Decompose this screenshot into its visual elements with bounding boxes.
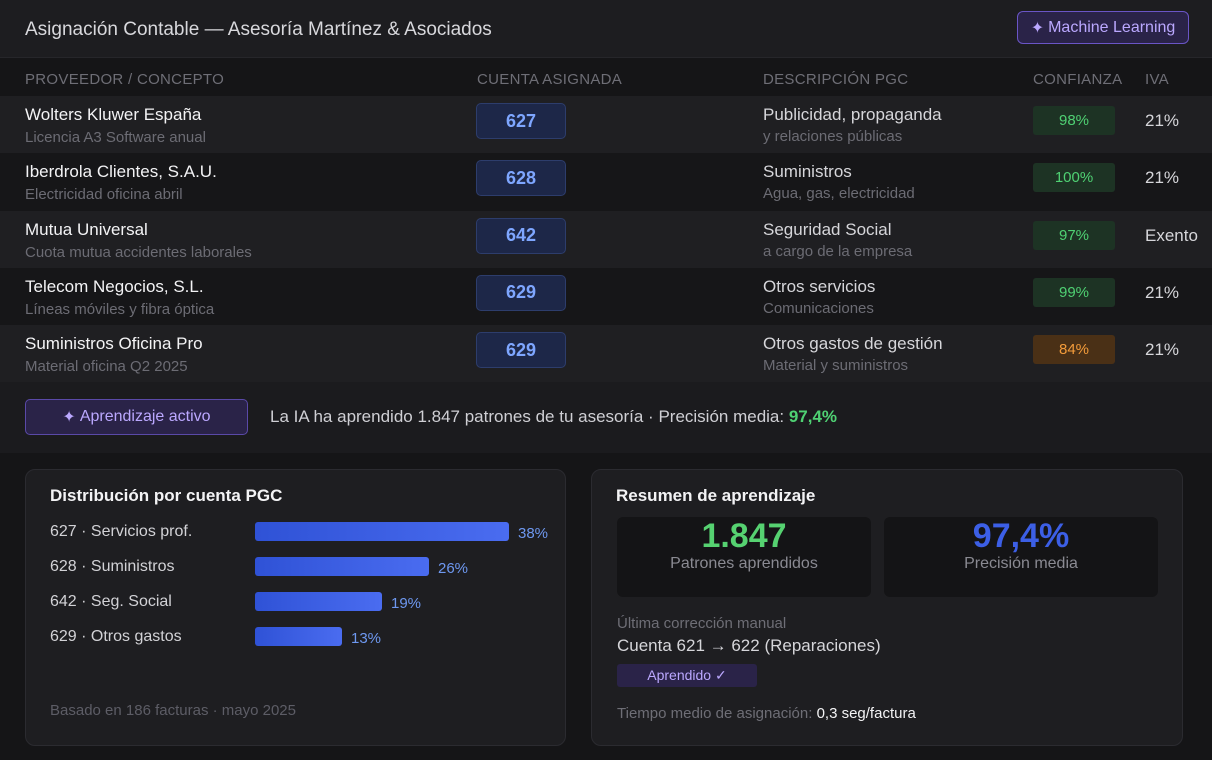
last-correction-value: Cuenta 621 → 622 (Reparaciones) bbox=[617, 636, 881, 655]
col-header-confidence: CONFIANZA bbox=[1033, 71, 1123, 88]
table-row[interactable]: Suministros Oficina Pro Material oficina… bbox=[0, 325, 1212, 383]
summary-title: Resumen de aprendizaje bbox=[616, 486, 816, 505]
account-badge[interactable]: 629 bbox=[476, 274, 566, 311]
account-badge[interactable]: 628 bbox=[476, 160, 566, 197]
table-row[interactable]: Wolters Kluwer España Licencia A3 Softwa… bbox=[0, 96, 1212, 154]
bar bbox=[255, 557, 429, 576]
bar-value-label: 38% bbox=[518, 525, 549, 542]
page-title: Asignación Contable — Asesoría Martínez … bbox=[25, 19, 492, 40]
pgc-description: Suministros bbox=[763, 162, 852, 182]
pgc-description: Otros servicios bbox=[763, 276, 876, 296]
precision-label: Precisión media bbox=[964, 555, 1078, 572]
avg-time-label: Tiempo medio de asignación: bbox=[617, 705, 817, 722]
vendor-name: Suministros Oficina Pro bbox=[25, 334, 203, 354]
sparkle-icon: ✦ bbox=[1030, 19, 1045, 37]
bar-label: 629 · Otros gastos bbox=[50, 628, 182, 645]
vendor-name: Wolters Kluwer España bbox=[25, 105, 202, 124]
pgc-description: Otros gastos de gestión bbox=[763, 334, 943, 354]
last-correction-label: Última corrección manual bbox=[617, 615, 787, 632]
col-header-vendor: PROVEEDOR / CONCEPTO bbox=[25, 71, 225, 88]
pgc-description: Publicidad, propaganda bbox=[763, 105, 942, 124]
iva-value: 21% bbox=[1145, 168, 1180, 188]
vendor-name: Mutua Universal bbox=[25, 219, 148, 239]
iva-value: 21% bbox=[1145, 111, 1180, 130]
bar-value-label: 19% bbox=[391, 595, 422, 612]
machine-learning-badge[interactable]: ✦ Machine Learning bbox=[1017, 11, 1189, 44]
machine-learning-label: Machine Learning bbox=[1048, 18, 1176, 36]
pgc-subdescription: Agua, gas, electricidad bbox=[763, 185, 915, 203]
precision-value: 97,4% bbox=[972, 517, 1070, 555]
pgc-subdescription: Material y suministros bbox=[763, 357, 909, 375]
bar-value-label: 26% bbox=[438, 560, 469, 577]
vendor-concept: Material oficina Q2 2025 bbox=[25, 358, 188, 376]
learning-precision: 97,4% bbox=[788, 407, 838, 426]
learning-active-badge[interactable]: ✦ Aprendizaje activo bbox=[25, 399, 248, 435]
precision-stat: 97,4% Precisión media bbox=[884, 517, 1158, 597]
pgc-subdescription: a cargo de la empresa bbox=[763, 242, 913, 260]
confidence-badge: 100% bbox=[1033, 163, 1115, 193]
pgc-description: Seguridad Social bbox=[763, 219, 892, 239]
table-row[interactable]: Iberdrola Clientes, S.A.U. Electricidad … bbox=[0, 153, 1212, 211]
vendor-concept: Líneas móviles y fibra óptica bbox=[25, 300, 215, 318]
vendor-name: Telecom Negocios, S.L. bbox=[25, 276, 204, 296]
confidence-badge: 98% bbox=[1033, 106, 1115, 135]
confidence-badge: 99% bbox=[1033, 277, 1115, 307]
patterns-value: 1.847 bbox=[701, 517, 787, 555]
bar bbox=[255, 522, 509, 541]
distribution-card: Distribución por cuenta PGC 627 · Servic… bbox=[25, 469, 566, 746]
bar bbox=[255, 592, 382, 611]
learning-summary-text: La IA ha aprendido 1.847 patrones de tu … bbox=[270, 407, 837, 427]
iva-value: Exento bbox=[1145, 225, 1198, 245]
avg-time-value: 0,3 seg/factura bbox=[816, 705, 916, 722]
distribution-footer: Basado en 186 facturas · mayo 2025 bbox=[50, 702, 296, 719]
col-header-account: CUENTA ASIGNADA bbox=[477, 71, 623, 88]
confidence-badge: 84% bbox=[1033, 335, 1115, 365]
bar-label: 628 · Suministros bbox=[50, 558, 175, 575]
table-header: PROVEEDOR / CONCEPTO CUENTA ASIGNADA DES… bbox=[0, 58, 1212, 96]
iva-value: 21% bbox=[1145, 282, 1180, 302]
learning-active-label: Aprendizaje activo bbox=[79, 408, 211, 425]
col-header-pgc: DESCRIPCIÓN PGC bbox=[763, 71, 909, 88]
account-badge[interactable]: 627 bbox=[476, 103, 566, 139]
app-header: Asignación Contable — Asesoría Martínez … bbox=[0, 0, 1212, 58]
pgc-subdescription: y relaciones públicas bbox=[763, 128, 903, 145]
pgc-subdescription: Comunicaciones bbox=[763, 299, 874, 317]
sparkle-icon: ✦ bbox=[62, 409, 76, 426]
learning-summary-card: Resumen de aprendizaje 1.847 Patrones ap… bbox=[591, 469, 1183, 746]
vendor-concept: Cuota mutua accidentes laborales bbox=[25, 243, 252, 261]
bar-label: 627 · Servicios prof. bbox=[50, 523, 193, 540]
avg-time-line: Tiempo medio de asignación: 0,3 seg/fact… bbox=[617, 705, 916, 722]
learning-text: La IA ha aprendido 1.847 patrones de tu … bbox=[270, 407, 789, 426]
iva-value: 21% bbox=[1145, 340, 1180, 360]
vendor-concept: Electricidad oficina abril bbox=[25, 186, 183, 204]
patterns-label: Patrones aprendidos bbox=[670, 555, 818, 572]
vendor-name: Iberdrola Clientes, S.A.U. bbox=[25, 162, 217, 182]
bar-label: 642 · Seg. Social bbox=[50, 593, 172, 610]
bar-value-label: 13% bbox=[351, 630, 382, 647]
patterns-stat: 1.847 Patrones aprendidos bbox=[617, 517, 871, 597]
table-row[interactable]: Telecom Negocios, S.L. Líneas móviles y … bbox=[0, 267, 1212, 326]
distribution-title: Distribución por cuenta PGC bbox=[50, 486, 283, 505]
col-header-iva: IVA bbox=[1145, 71, 1169, 88]
account-badge[interactable]: 629 bbox=[476, 332, 566, 369]
learning-status-bar: ✦ Aprendizaje activo La IA ha aprendido … bbox=[0, 382, 1212, 453]
account-badge[interactable]: 642 bbox=[476, 217, 566, 254]
table-row[interactable]: Mutua Universal Cuota mutua accidentes l… bbox=[0, 210, 1212, 268]
assignment-table: PROVEEDOR / CONCEPTO CUENTA ASIGNADA DES… bbox=[0, 58, 1212, 383]
confidence-badge: 97% bbox=[1033, 220, 1115, 250]
learned-badge: Aprendido ✓ bbox=[617, 664, 757, 687]
vendor-concept: Licencia A3 Software anual bbox=[25, 129, 206, 146]
bar bbox=[255, 627, 342, 646]
